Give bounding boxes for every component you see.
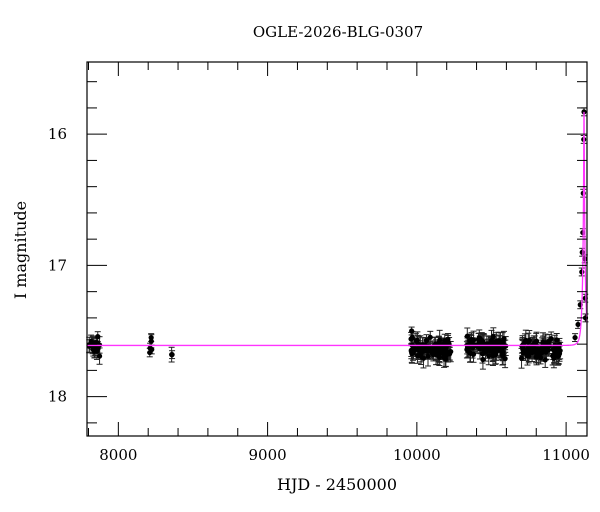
plot-frame (86, 61, 588, 437)
chart-title: OGLE-2026-BLG-0307 (253, 23, 423, 41)
y-tick-label: 16 (48, 125, 67, 143)
y-tick-label: 17 (48, 256, 67, 274)
x-tick-label: 8000 (99, 446, 137, 464)
x-tick-label: 11000 (542, 446, 590, 464)
data-points (86, 109, 589, 363)
error-bars (86, 107, 589, 370)
tick-labels: 8000 9000 10000 11000 16 17 18 (48, 125, 590, 464)
axis-ticks (87, 62, 587, 436)
y-tick-label: 18 (48, 388, 67, 406)
model-curve (87, 111, 588, 347)
x-tick-label: 9000 (249, 446, 287, 464)
x-axis-label: HJD - 2450000 (277, 475, 397, 494)
x-tick-label: 10000 (393, 446, 441, 464)
y-axis-label: I magnitude (11, 201, 30, 299)
